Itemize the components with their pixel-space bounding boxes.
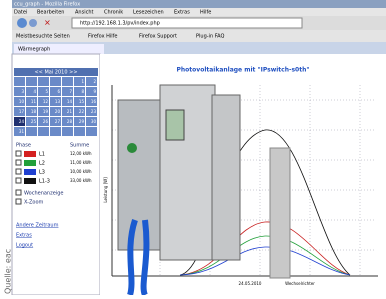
calendar-day[interactable]: 27 [55, 119, 61, 124]
checkbox[interactable] [16, 160, 21, 165]
screenshot: ccu_graph - Mozilla Firefox Datei Bearbei… [0, 0, 386, 295]
option-label: X-Zoom [24, 200, 44, 206]
calendar-day[interactable]: 30 [91, 119, 97, 124]
bookmark[interactable]: Meistbesuchte Seiten [16, 34, 70, 40]
checkbox[interactable] [16, 151, 21, 156]
forward-button[interactable] [29, 19, 37, 27]
calendar-cell [86, 127, 97, 136]
chart-title: Photovoltaikanlage mit "IPswitch-s0th" [177, 67, 310, 74]
calendar-cell [50, 77, 61, 86]
calendar-day[interactable]: 22 [79, 109, 85, 114]
calendar-day[interactable]: 24 [19, 119, 25, 124]
checkbox[interactable] [16, 190, 21, 195]
calendar-day[interactable]: 18 [31, 109, 37, 114]
date-label: 24.05.2010 [239, 281, 262, 286]
calendar-day[interactable]: 25 [31, 119, 37, 124]
window-title: ccu_graph - Mozilla Firefox [14, 2, 80, 8]
calendar-day[interactable]: 21 [67, 109, 73, 114]
calendar-day[interactable]: 16 [91, 99, 97, 104]
calendar-day[interactable]: 31 [19, 129, 25, 134]
source-credit: Quelle: eac [4, 249, 13, 294]
menu-item[interactable]: Ansicht [75, 10, 94, 16]
phase-name: L1-3 [39, 179, 50, 185]
phase-header: Phase [16, 143, 31, 149]
phase-name: L1 [39, 152, 45, 158]
sidebar-link[interactable]: Logout [16, 243, 33, 249]
calendar-cell [50, 127, 61, 136]
calendar-day[interactable]: 23 [91, 109, 97, 114]
menu-item[interactable]: Lesezeichen [133, 10, 164, 16]
phase-sum: 11,00 kWh [70, 160, 92, 165]
bookmark[interactable]: Plug-in FAQ [196, 34, 224, 40]
calendar-cell [62, 127, 73, 136]
calendar-day[interactable]: 26 [43, 119, 49, 124]
calendar-day[interactable]: 20 [55, 109, 61, 114]
y-axis-label: Leistung [W] [103, 177, 108, 203]
calendar-day[interactable]: 14 [67, 99, 73, 104]
calendar-day[interactable]: 12 [43, 99, 49, 104]
x-axis-label: Wechselrichter [285, 281, 315, 286]
phase-sum: 33,00 kWh [70, 178, 92, 183]
checkbox[interactable] [16, 178, 21, 183]
phase-color [24, 169, 36, 175]
bookmark[interactable]: Firefox Support [139, 34, 177, 40]
tab-title: Wärmegraph [18, 47, 50, 53]
calendar-day[interactable]: 10 [19, 99, 25, 104]
calendar-day[interactable]: 13 [55, 99, 61, 104]
calendar-day[interactable]: 15 [79, 99, 85, 104]
menu-item[interactable]: Bearbeiten [37, 10, 64, 16]
checkbox[interactable] [16, 199, 21, 204]
address: http://192.168.1.3/pv/index.php [80, 21, 160, 27]
calendar-cell [26, 127, 37, 136]
calendar-cell [14, 77, 25, 86]
phase-sum: 10,00 kWh [70, 169, 92, 174]
phase-color [24, 151, 36, 157]
calendar-cell [38, 77, 49, 86]
menu-item[interactable]: Extras [174, 10, 190, 16]
back-button[interactable] [17, 18, 27, 28]
phase-name: L3 [39, 170, 45, 176]
calendar-title[interactable]: << Mai 2010 >> [34, 70, 77, 76]
calendar-cell [38, 127, 49, 136]
calendar-day[interactable]: 28 [67, 119, 73, 124]
menu-item[interactable]: Datei [14, 10, 27, 16]
phase-name: L2 [39, 161, 45, 167]
bookmark[interactable]: Firefox Hilfe [88, 34, 118, 40]
calendar-cell [62, 77, 73, 86]
phase-sum: 12,00 kWh [70, 151, 92, 156]
menu-item[interactable]: Chronik [104, 10, 123, 16]
stop-button[interactable]: ✕ [44, 19, 51, 28]
menu-bar [12, 8, 386, 16]
calendar-cell [74, 127, 85, 136]
phase-color [24, 178, 36, 184]
calendar-day[interactable]: 17 [19, 109, 25, 114]
option-label: Wochenanzeige [24, 191, 63, 197]
sidebar-link[interactable]: Andere Zeitraum [16, 223, 59, 229]
calendar-day[interactable]: 11 [31, 99, 37, 104]
checkbox[interactable] [16, 169, 21, 174]
menu-item[interactable]: Hilfe [200, 10, 211, 16]
sidebar-link[interactable]: Extras [16, 233, 32, 239]
calendar-day[interactable]: 29 [79, 119, 85, 124]
phase-color [24, 160, 36, 166]
sum-header: Summe [70, 143, 89, 149]
calendar-day[interactable]: 19 [43, 109, 49, 114]
calendar-cell [26, 77, 37, 86]
